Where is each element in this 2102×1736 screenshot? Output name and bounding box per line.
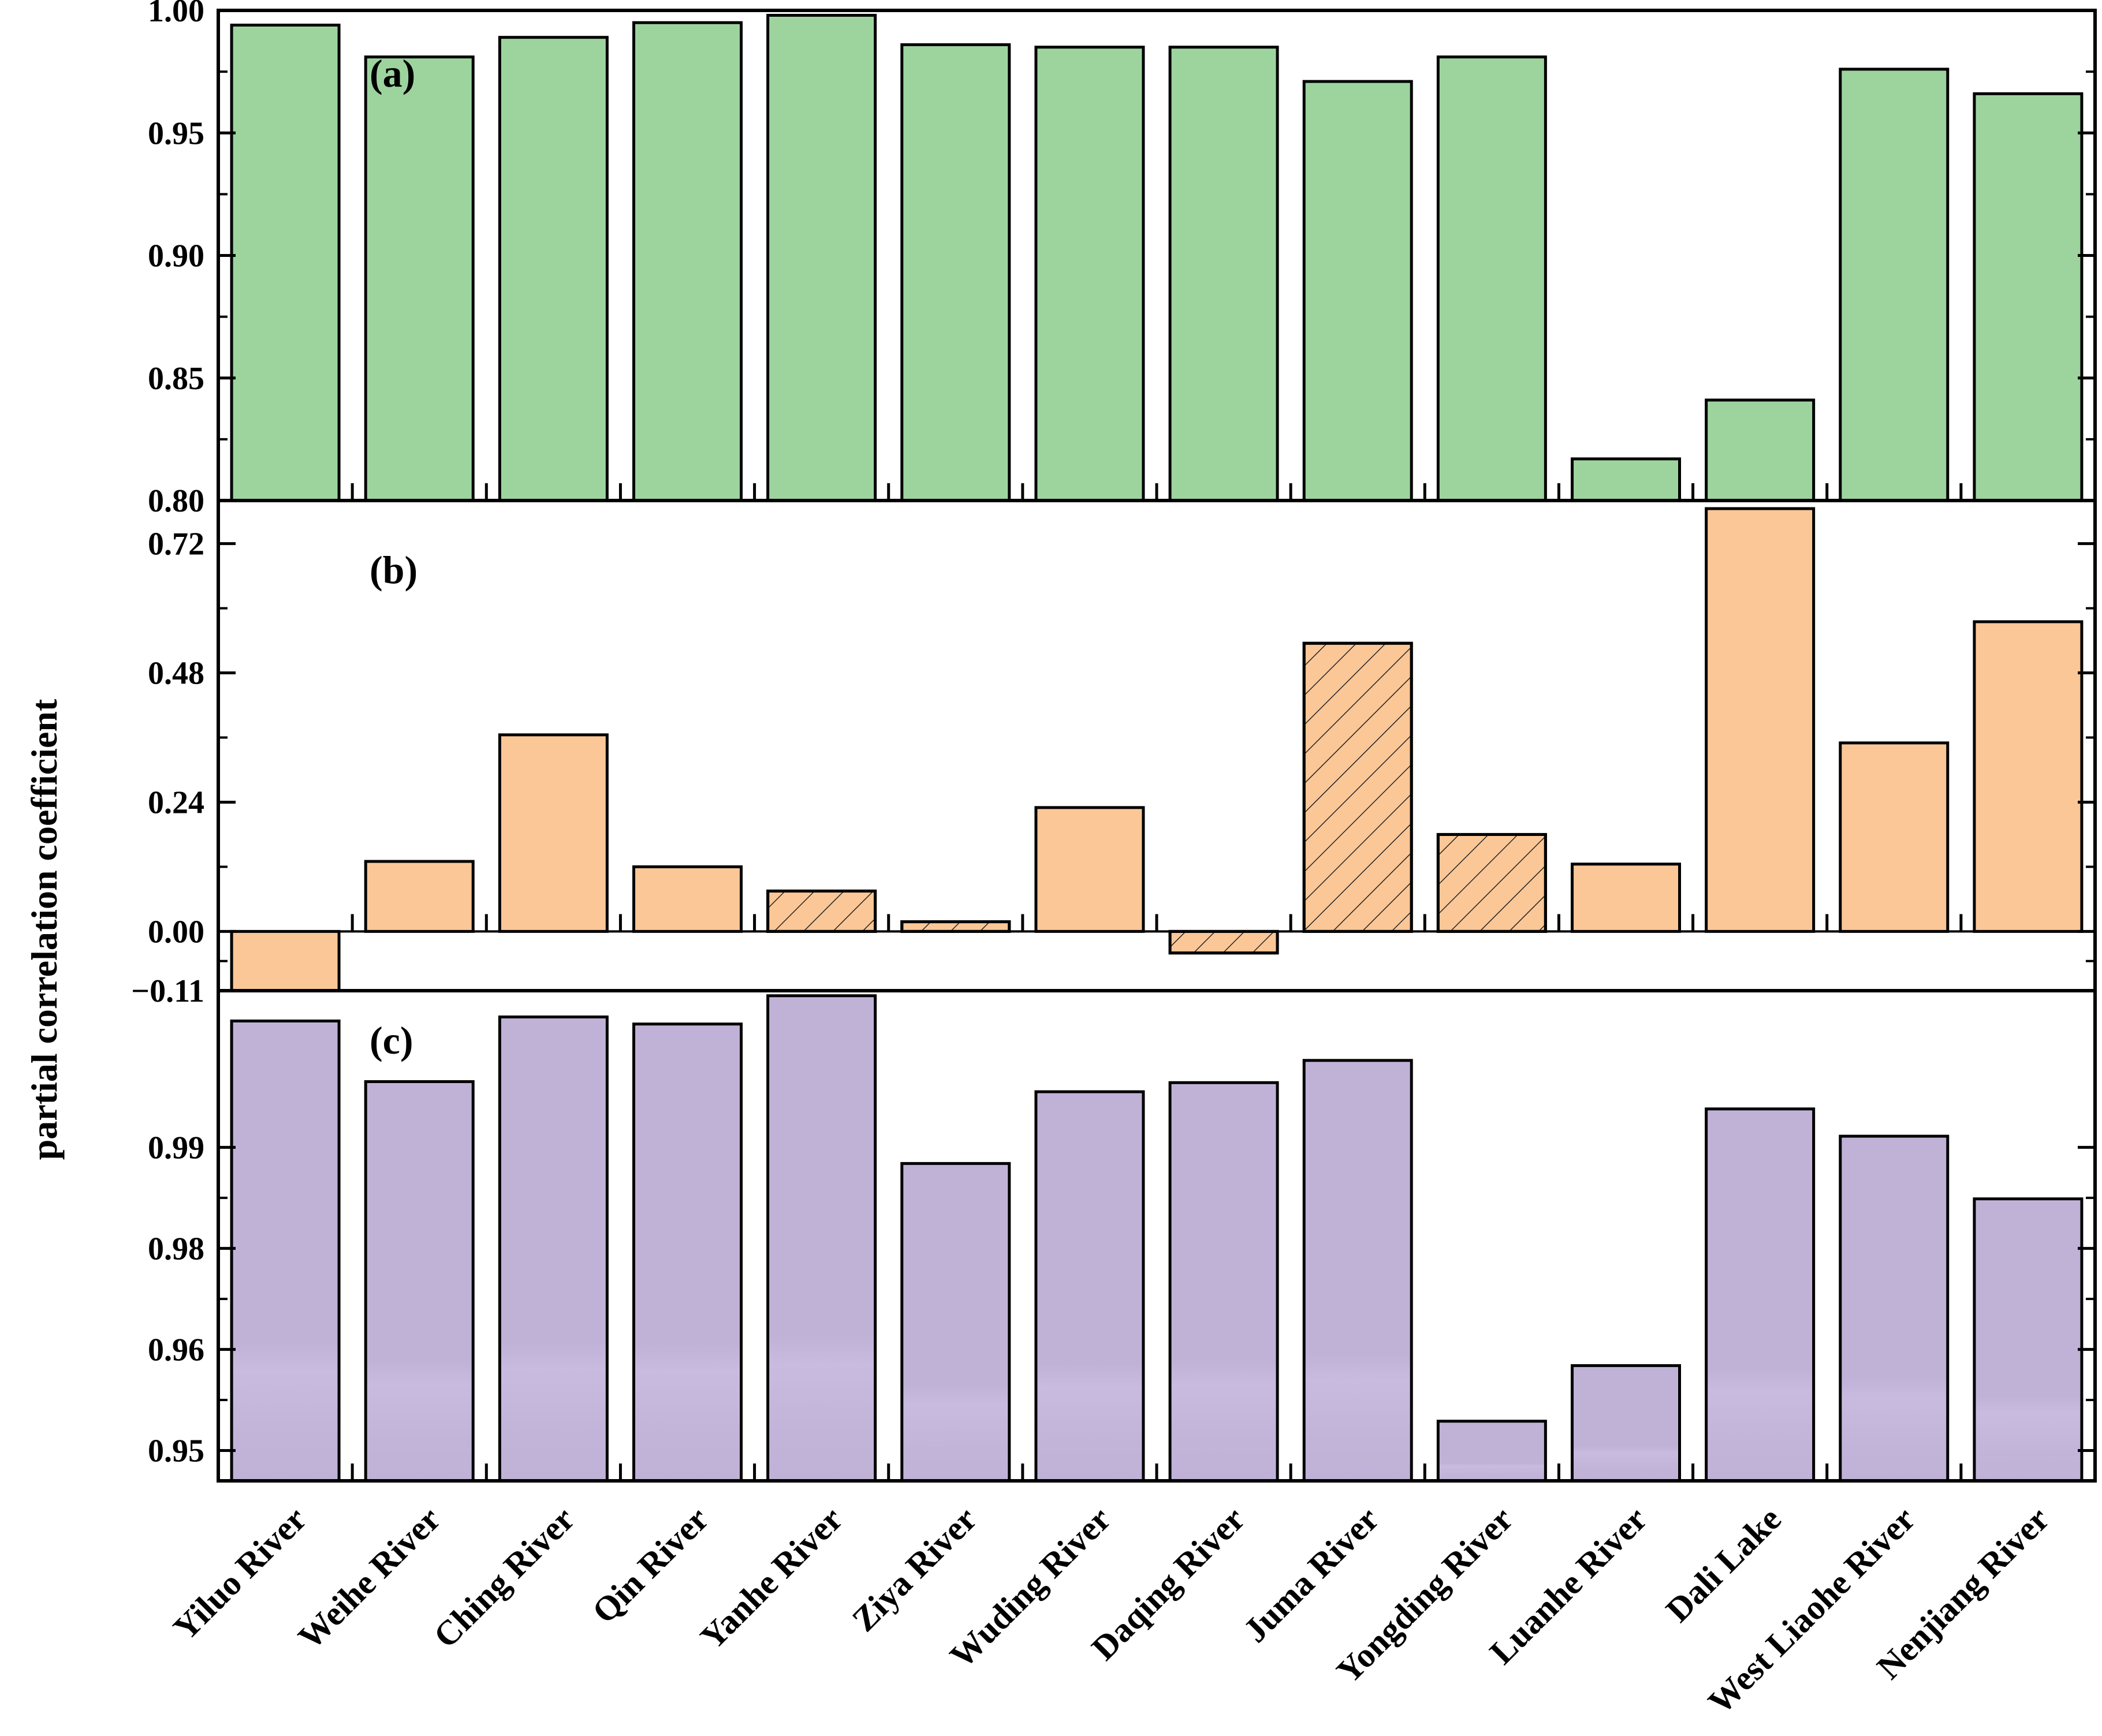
bar-a-7	[1168, 46, 1279, 502]
bar-c-12	[1839, 1134, 1950, 1483]
panel-c: 0.95 0.96 0.98 0.99 (c)	[148, 989, 2097, 1483]
bar-a-0	[230, 23, 341, 502]
x-category-label: Juma River	[1236, 1500, 1386, 1650]
bar-a-2	[498, 36, 609, 502]
bar-b-0	[230, 929, 341, 992]
bar-a-9	[1436, 55, 1547, 502]
bar-a-12	[1839, 68, 1950, 502]
x-category-label: Dali Lake	[1659, 1500, 1788, 1630]
bar-c-11	[1705, 1107, 1816, 1483]
bar-a-13	[1973, 92, 2084, 502]
bar-a-11	[1705, 398, 1816, 502]
bar-c-6	[1034, 1090, 1145, 1483]
bar-b-12	[1839, 741, 1950, 933]
x-category-label: Ching River	[426, 1500, 582, 1655]
x-category-label: Yiluo River	[166, 1500, 314, 1648]
bar-c-9	[1436, 1420, 1547, 1483]
bar-b-13	[1973, 620, 2084, 933]
bar-c-4	[766, 994, 877, 1483]
y-tick-label: 0.99	[148, 1130, 204, 1166]
x-category-label: Ziya River	[845, 1500, 984, 1639]
y-tick-label: 0.80	[148, 483, 204, 519]
bar-a-4	[766, 13, 877, 502]
x-category-label: Yanhe River	[693, 1500, 850, 1657]
panel-b: −0.11 0.00 0.24 0.48 0.72 (b)	[131, 499, 2097, 1009]
y-tick-label: 0.90	[148, 238, 204, 274]
bar-a-3	[632, 21, 743, 502]
y-tick-label: 1.00	[148, 0, 204, 29]
bar-a-1	[364, 55, 475, 502]
bar-b-3	[632, 865, 743, 933]
bar-a-10	[1571, 457, 1681, 502]
bar-b-11	[1705, 507, 1816, 933]
y-tick-label: 0.00	[148, 914, 204, 950]
y-tick-label: 0.95	[148, 115, 204, 151]
bar-c-10	[1571, 1364, 1681, 1483]
y-axis-title: partial correlation coefficient	[24, 699, 65, 1160]
y-tick-label: 0.48	[148, 656, 204, 692]
x-category-label: Weihe River	[291, 1500, 448, 1657]
bar-c-13	[1973, 1197, 2084, 1483]
bar-c-1	[364, 1080, 475, 1483]
bar-a-8	[1302, 80, 1413, 502]
bar-hatch-b-4	[766, 889, 877, 933]
bar-hatch-b-8	[1302, 641, 1413, 933]
bar-c-5	[900, 1162, 1011, 1483]
y-tick-label: −0.11	[131, 973, 204, 1009]
bar-hatch-b-7	[1168, 929, 1279, 955]
panel-a: 0.80 0.85 0.90 0.95 1.00 (a)	[148, 0, 2097, 519]
y-tick-label: 0.98	[148, 1231, 204, 1267]
x-category-label: Qin River	[585, 1500, 716, 1631]
bar-b-6	[1034, 806, 1145, 933]
bar-b-1	[364, 860, 475, 933]
bar-a-5	[900, 43, 1011, 502]
panel-label: (b)	[370, 548, 418, 592]
y-tick-label: 0.72	[148, 527, 204, 562]
panel-label: (a)	[370, 51, 415, 95]
bar-c-2	[498, 1016, 609, 1483]
bar-hatch-b-9	[1436, 832, 1547, 933]
bar-hatch-b-5	[900, 920, 1011, 933]
bar-b-2	[498, 733, 609, 933]
bar-c-3	[632, 1022, 743, 1483]
y-tick-label: 0.95	[148, 1433, 204, 1469]
bar-b-10	[1571, 863, 1681, 933]
y-tick-label: 0.96	[148, 1332, 204, 1368]
y-tick-label: 0.85	[148, 361, 204, 397]
bar-c-8	[1302, 1059, 1413, 1483]
y-tick-label: 0.24	[148, 785, 204, 820]
panel-label: (c)	[370, 1018, 413, 1062]
bar-c-7	[1168, 1081, 1279, 1483]
bar-a-6	[1034, 46, 1145, 502]
bar-c-0	[230, 1020, 341, 1483]
